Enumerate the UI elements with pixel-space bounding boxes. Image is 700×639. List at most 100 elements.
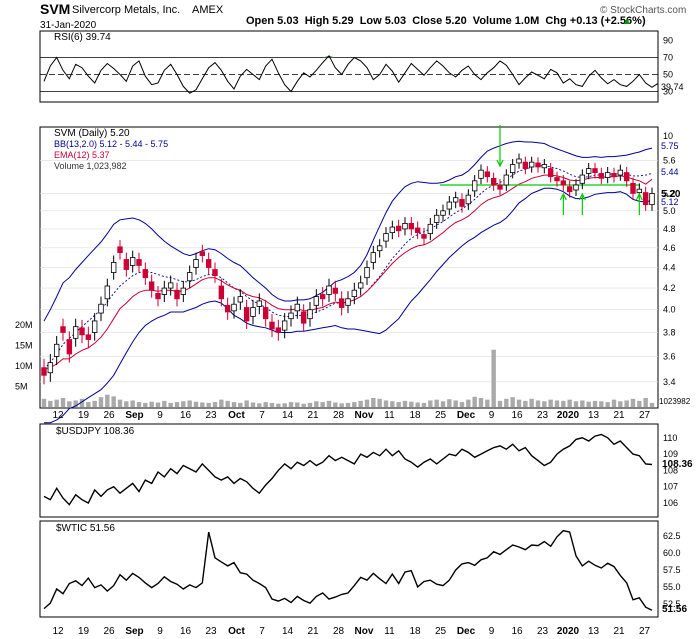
volume-bar: [643, 398, 648, 407]
rsi-title: RSI(6) 39.74: [54, 32, 111, 43]
volume-bar: [54, 399, 59, 407]
signal-arrow-up-head: [559, 192, 567, 201]
candle-body: [186, 272, 193, 282]
usdjpy-panel: [39, 423, 659, 518]
volume-bar: [611, 399, 617, 407]
x-tick-label: 23: [205, 626, 217, 637]
usdjpy-tick-label: 108: [663, 465, 678, 475]
volume-bar: [428, 400, 433, 407]
volume-bar: [402, 400, 408, 407]
candle-body: [123, 259, 130, 270]
x-tick-label: 13: [588, 410, 600, 421]
signal-arrow-up-head: [635, 192, 643, 201]
volume-bar: [472, 396, 477, 407]
candle-body: [231, 303, 237, 312]
volume-tick-label: 15M: [15, 341, 33, 351]
x-tick-label: 16: [180, 626, 192, 637]
candle-body: [326, 285, 332, 295]
volume-bar: [510, 397, 515, 407]
candle-body: [269, 321, 275, 330]
volume-bar: [257, 403, 262, 407]
candle-body: [275, 327, 282, 333]
volume-bar: [60, 398, 66, 407]
volume-bar: [440, 401, 446, 407]
candle-body: [497, 184, 503, 190]
volume-bar: [105, 394, 110, 407]
volume-bar: [358, 400, 363, 407]
candle-body: [180, 287, 187, 295]
volume-bar: [149, 401, 154, 407]
volume-bar: [535, 400, 541, 407]
rsi-line: [43, 54, 659, 94]
x-tick-label: 11: [384, 626, 395, 637]
volume-bar: [377, 398, 382, 407]
x-tick-label: Sep: [125, 410, 143, 421]
wtic-tick-label: 62.5: [663, 531, 681, 541]
volume-bar: [92, 400, 97, 407]
candle-body: [516, 158, 522, 164]
ema-line: [43, 174, 653, 370]
candle-body: [414, 227, 421, 234]
price-title: SVM (Daily) 5.20: [54, 128, 130, 139]
volume-bar: [181, 401, 186, 407]
candle-body: [535, 162, 541, 168]
candle-body: [509, 164, 516, 174]
rsi-tick-label: 50: [663, 70, 673, 80]
volume-bar: [200, 402, 205, 407]
volume-bar: [67, 401, 72, 407]
volume-bar: [206, 402, 211, 407]
volume-bar: [269, 402, 275, 407]
x-tick-label: Dec: [457, 410, 476, 421]
x-tick-label: 11: [384, 410, 395, 421]
candle-body: [300, 311, 307, 324]
x-tick-label: Nov: [355, 410, 374, 421]
wtic-tick-label: 60.0: [663, 548, 681, 558]
candle-body: [237, 296, 244, 303]
volume-tick-label: 10M: [15, 361, 33, 371]
x-tick-label: Sep: [125, 626, 143, 637]
symbol-title: SVM: [40, 1, 70, 17]
x-tick-label: 21: [307, 626, 319, 637]
volume-bar: [592, 400, 598, 407]
candle-body: [193, 259, 199, 268]
x-tick-label: 16: [511, 626, 523, 637]
candle-body: [307, 309, 313, 320]
candle-body: [611, 173, 617, 178]
volume-bar: [390, 401, 395, 407]
x-tick-label: 23: [205, 410, 217, 421]
volume-bar: [333, 402, 338, 407]
volume-bar: [168, 402, 173, 407]
candle-body: [104, 285, 111, 300]
volume-bar: [580, 400, 585, 407]
candle-body: [345, 298, 351, 306]
x-tick-label: 18: [409, 626, 421, 637]
bb-lower-label: 5.12: [661, 197, 679, 207]
volume-bar: [295, 402, 300, 407]
candle-body: [452, 197, 459, 203]
volume-bar: [364, 399, 370, 407]
x-tick-label: 28: [333, 410, 345, 421]
volume-bar: [314, 401, 319, 407]
candle-body: [167, 282, 174, 289]
price-tick-label: 3.4: [663, 377, 676, 387]
volume-bar: [143, 402, 148, 407]
x-tick-label: 25: [435, 626, 447, 637]
volume-bar: [162, 400, 167, 407]
price-tick-label: 4.4: [663, 262, 676, 272]
candle-body: [148, 281, 155, 291]
volume-bar: [605, 402, 610, 407]
volume-bar: [111, 396, 116, 407]
volume-bar: [421, 402, 427, 407]
company-name: Silvercorp Metals, Inc.: [72, 4, 180, 16]
volume-bar: [282, 403, 287, 407]
x-tick-label: 14: [282, 410, 294, 421]
volume-bar: [288, 402, 294, 407]
volume-bar: [491, 349, 496, 407]
candle-body: [459, 199, 465, 207]
volume-bar: [320, 402, 325, 407]
x-tick-label: 12: [52, 410, 64, 421]
candle-body: [446, 201, 453, 210]
x-tick-label: 21: [307, 410, 319, 421]
volume-bar: [504, 398, 509, 407]
